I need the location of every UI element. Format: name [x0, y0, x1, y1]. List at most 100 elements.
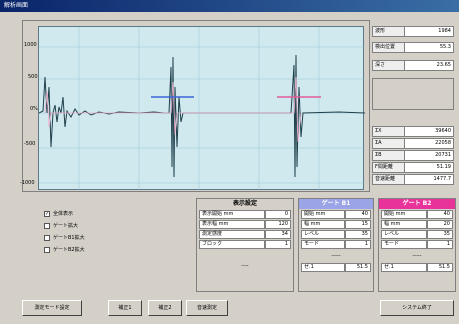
gate-value[interactable]: 35 — [345, 230, 371, 239]
gate-value[interactable]: 40 — [345, 210, 371, 219]
gate-row[interactable]: レベル 35 — [381, 230, 453, 239]
info-blank-box — [372, 78, 454, 110]
info-row-waveform: 波形 1984 — [372, 26, 454, 37]
info-row-sum-x: ΣX 39640 — [372, 126, 454, 137]
gate-readout: ゼ.1 51.5 — [381, 263, 453, 272]
gate-b2-panel: ゲート B2 開始 mm 40 幅 mm 20 レベル 35 モード 1 ---… — [378, 198, 456, 292]
y-tick-label: 0% — [30, 106, 38, 112]
info-value: 1984 — [438, 28, 451, 34]
window-title: 解析画面 — [4, 2, 29, 9]
gate-row[interactable]: 幅 mm 15 — [301, 220, 371, 229]
gate-label: モード — [381, 240, 427, 249]
setting-row[interactable]: 表示開始 mm 0 — [199, 210, 291, 219]
info-label: F間距離 — [373, 163, 405, 172]
check-full-display[interactable]: ✓ 全体表示 — [44, 210, 73, 217]
info-value: 55.3 — [439, 44, 451, 50]
gate-row[interactable]: 開始 mm 40 — [381, 210, 453, 219]
y-tick-label: 500 — [28, 74, 38, 80]
info-label: ΣB — [373, 151, 405, 160]
panel-title: ゲート B2 — [379, 199, 455, 209]
setting-label: 表示開始 mm — [199, 210, 265, 219]
system-end-button[interactable]: システム終了 — [380, 300, 454, 316]
window-titlebar: 解析画面 — [0, 0, 459, 12]
check-label: ゲートB1拡大 — [53, 235, 85, 241]
gate-row[interactable]: レベル 35 — [301, 230, 371, 239]
gate-label: レベル — [381, 230, 427, 239]
checkbox[interactable]: ✓ — [44, 210, 50, 217]
waveform-plot[interactable] — [38, 26, 365, 191]
check-gate-b2-zoom[interactable]: ゲートB2拡大 — [44, 246, 85, 253]
checkbox[interactable] — [44, 246, 50, 253]
gate-value[interactable]: 20 — [427, 220, 453, 229]
gate-value[interactable]: 15 — [345, 220, 371, 229]
gate-label: 開始 mm — [381, 210, 427, 219]
y-tick-label: -1000 — [20, 180, 35, 186]
gate-label: レベル — [301, 230, 345, 239]
info-value: 20731 — [435, 152, 451, 158]
gate-row[interactable]: モード 1 — [301, 240, 371, 249]
info-row-sum-b: ΣB 20731 — [372, 150, 454, 161]
readout-left: ゼ.1 — [381, 263, 427, 272]
readout-left: ゼ.1 — [301, 263, 345, 272]
info-value: 23.65 — [436, 62, 451, 68]
info-row-sum-a: ΣA 22058 — [372, 138, 454, 149]
setting-value[interactable]: 0 — [265, 210, 291, 219]
measure-mode-button[interactable]: 測定モード設定 — [22, 300, 82, 316]
info-label: 波形 — [373, 27, 405, 36]
info-panel: 波形 1984 検出位置 55.3 深さ 23.65 ΣX 39640 ΣA 2… — [368, 20, 456, 210]
gate-value[interactable]: 1 — [427, 240, 453, 249]
display-settings-panel: 表示設定 表示開始 mm 0 表示幅 mm 120 測定感度 34 ブロック 1… — [196, 198, 294, 292]
gate-value[interactable]: 40 — [427, 210, 453, 219]
gate-readout: ゼ.1 51.5 — [301, 263, 371, 272]
checkbox[interactable] — [44, 234, 50, 241]
gate-row[interactable]: 開始 mm 40 — [301, 210, 371, 219]
info-row-f-distance: F間距離 51.19 — [372, 162, 454, 173]
info-value: 1477.7 — [433, 176, 452, 182]
info-row-sound-distance: 音速距離 1477.7 — [372, 174, 454, 185]
waveform-svg — [39, 27, 365, 191]
info-label: 検出位置 — [373, 43, 405, 52]
check-label: ゲートB2拡大 — [53, 247, 85, 253]
panel-title: 表示設定 — [232, 200, 257, 207]
y-tick-label: -500 — [24, 141, 36, 147]
gate-row[interactable]: 幅 mm 20 — [381, 220, 453, 229]
setting-value[interactable]: 34 — [265, 230, 291, 239]
setting-value[interactable]: 1 — [265, 240, 291, 249]
gate-b1-panel: ゲート B1 開始 mm 40 幅 mm 15 レベル 35 モード 1 ---… — [298, 198, 374, 292]
panel-footer: ---- — [241, 263, 249, 269]
gate-label: 幅 mm — [301, 220, 345, 229]
info-value: 39640 — [435, 128, 451, 134]
gate-label: モード — [301, 240, 345, 249]
setting-row[interactable]: 測定感度 34 — [199, 230, 291, 239]
info-label: ΣA — [373, 139, 405, 148]
info-value: 51.19 — [436, 164, 451, 170]
gate-row[interactable]: モード 1 — [381, 240, 453, 249]
panel-title: ゲート B1 — [299, 199, 373, 209]
panel-footer: ----- — [331, 253, 341, 259]
info-row-depth: 深さ 23.65 — [372, 60, 454, 71]
check-label: 全体表示 — [53, 211, 74, 217]
info-label: 深さ — [373, 61, 405, 70]
setting-label: ブロック — [199, 240, 265, 249]
setting-value[interactable]: 120 — [265, 220, 291, 229]
gate-value[interactable]: 1 — [345, 240, 371, 249]
correction1-button[interactable]: 補正1 — [108, 300, 142, 316]
setting-row[interactable]: 表示幅 mm 120 — [199, 220, 291, 229]
gate-label: 幅 mm — [381, 220, 427, 229]
gate-value[interactable]: 35 — [427, 230, 453, 239]
readout-right: 51.5 — [345, 263, 371, 272]
correction2-button[interactable]: 補正2 — [148, 300, 182, 316]
waveform-line — [39, 54, 365, 178]
info-row-position: 検出位置 55.3 — [372, 42, 454, 53]
setting-label: 測定感度 — [199, 230, 265, 239]
y-tick-label: 1000 — [24, 42, 37, 48]
readout-right: 51.5 — [427, 263, 453, 272]
check-gate-b1-zoom[interactable]: ゲートB1拡大 — [44, 234, 85, 241]
sound-speed-button[interactable]: 音速測定 — [186, 300, 228, 316]
check-gate-zoom[interactable]: ゲート拡大 — [44, 222, 78, 229]
checkbox[interactable] — [44, 222, 50, 229]
info-value: 22058 — [435, 140, 451, 146]
setting-label: 表示幅 mm — [199, 220, 265, 229]
info-label: 音速距離 — [373, 175, 405, 184]
setting-row[interactable]: ブロック 1 — [199, 240, 291, 249]
